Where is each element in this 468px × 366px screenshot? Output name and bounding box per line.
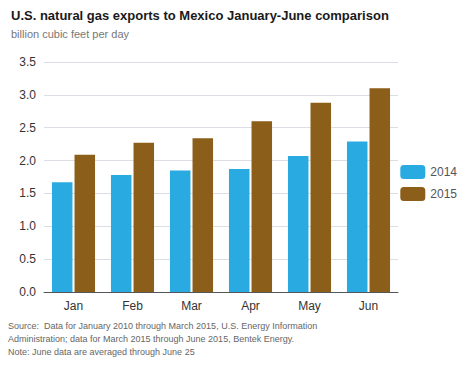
svg-text:2.0: 2.0 xyxy=(19,154,36,168)
svg-text:2015: 2015 xyxy=(430,187,457,201)
svg-text:Source: Data for January 2010: Source: Data for January 2010 through Ma… xyxy=(8,321,317,331)
svg-text:May: May xyxy=(298,299,321,313)
svg-text:Jun: Jun xyxy=(359,299,378,313)
svg-text:3.5: 3.5 xyxy=(19,55,36,69)
svg-text:Jan: Jan xyxy=(64,299,83,313)
svg-text:billion cubic feet per day: billion cubic feet per day xyxy=(11,28,130,40)
svg-text:Feb: Feb xyxy=(122,299,143,313)
svg-text:2014: 2014 xyxy=(430,165,457,179)
svg-text:2.5: 2.5 xyxy=(19,121,36,135)
svg-text:0.0: 0.0 xyxy=(19,285,36,299)
svg-text:Apr: Apr xyxy=(241,299,260,313)
svg-text:3.0: 3.0 xyxy=(19,88,36,102)
svg-text:Administration; data for March: Administration; data for March 2015 thro… xyxy=(8,334,294,344)
svg-text:Note: June data are averaged t: Note: June data are averaged through Jun… xyxy=(8,347,195,357)
svg-text:0.5: 0.5 xyxy=(19,252,36,266)
svg-text:U.S. natural gas exports to Me: U.S. natural gas exports to Mexico Janua… xyxy=(11,8,389,23)
svg-text:1.0: 1.0 xyxy=(19,219,36,233)
svg-text:Mar: Mar xyxy=(181,299,202,313)
svg-text:1.5: 1.5 xyxy=(19,186,36,200)
